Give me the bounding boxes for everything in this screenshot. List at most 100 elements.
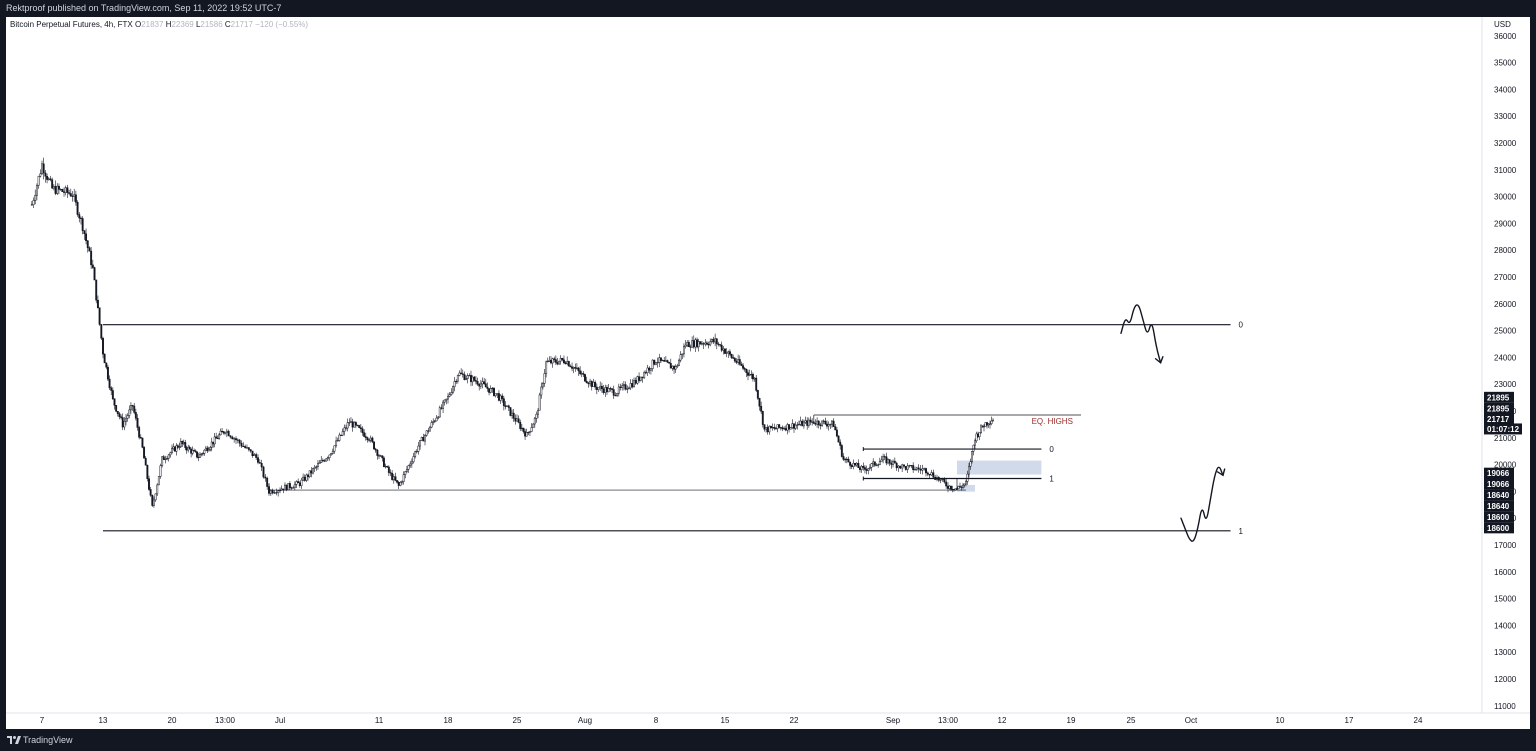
candle [293, 481, 296, 491]
candle [382, 456, 385, 468]
candle [592, 378, 595, 387]
y-tick-label: 13000 [1494, 648, 1517, 657]
candle [737, 354, 740, 366]
candle [666, 359, 669, 364]
candle [877, 463, 880, 468]
candle [361, 426, 364, 436]
candle [579, 366, 582, 376]
candle [379, 454, 382, 457]
candle [207, 446, 210, 452]
candle [66, 184, 69, 199]
candlestick-chart[interactable]: USD1100012000130001400015000160001700018… [6, 17, 1530, 729]
candle [626, 385, 629, 394]
candle [743, 367, 746, 372]
projection-path[interactable] [1180, 466, 1224, 542]
price-tag: 19066 [1484, 467, 1514, 479]
footer-bar: TradingView [0, 729, 1536, 751]
candle [701, 340, 703, 346]
y-tick-label: 35000 [1494, 59, 1517, 68]
candle [44, 170, 47, 183]
chart-area[interactable]: USD1100012000130001400015000160001700018… [6, 17, 1530, 729]
candle [624, 381, 627, 391]
candle [69, 188, 72, 197]
candle [878, 457, 881, 466]
x-tick-label: Jul [275, 716, 285, 725]
candle [266, 476, 269, 490]
candle [499, 394, 502, 404]
svg-text:21895: 21895 [1487, 393, 1510, 402]
candle [697, 338, 700, 352]
candle [225, 428, 228, 438]
candle [934, 474, 937, 481]
candle [821, 420, 823, 428]
candle [587, 381, 590, 388]
candle [273, 490, 276, 494]
demand-zone[interactable] [957, 460, 1042, 475]
candle [992, 418, 994, 422]
candle [63, 187, 65, 197]
level-label: 0 [1239, 321, 1244, 330]
candle [56, 183, 59, 196]
candle [901, 463, 904, 472]
candle [636, 375, 639, 385]
candle [295, 480, 298, 488]
candle [969, 458, 972, 470]
candle [262, 465, 265, 479]
candle [460, 368, 463, 375]
tradingview-logo-icon [7, 736, 21, 744]
candle [473, 375, 476, 382]
candle [545, 360, 548, 378]
candle [156, 483, 159, 497]
candle [707, 341, 710, 349]
candle [90, 246, 93, 270]
y-tick-label: 25000 [1494, 327, 1517, 336]
candle [682, 343, 685, 358]
candle [253, 453, 256, 456]
candle [190, 447, 193, 458]
candle [669, 358, 672, 369]
chart-legend: Bitcoin Perpetual Futures, 4h, FTX O2183… [10, 20, 308, 29]
candle [315, 465, 318, 471]
candle [875, 463, 878, 467]
candle [925, 467, 927, 477]
candle [932, 469, 935, 479]
candle [111, 387, 114, 401]
candle [497, 390, 500, 402]
candle [203, 449, 206, 456]
x-tick-label: 22 [790, 716, 799, 725]
candle [302, 473, 305, 482]
candle [197, 452, 200, 462]
candle [340, 434, 343, 436]
candle [643, 370, 646, 379]
candle [867, 468, 870, 475]
candle [394, 472, 397, 482]
candle [577, 366, 580, 376]
candle [502, 395, 505, 411]
candle [41, 160, 43, 175]
candle [386, 465, 389, 468]
y-tick-label: 32000 [1494, 139, 1517, 148]
candle [391, 470, 394, 481]
candle [809, 416, 812, 426]
x-tick-label: Oct [1185, 716, 1198, 725]
projection-path[interactable] [1120, 304, 1162, 364]
candle [699, 341, 702, 345]
candle [915, 466, 918, 472]
candle [162, 454, 165, 460]
candle [258, 459, 261, 464]
candle [178, 442, 181, 451]
price-tag: 21717 [1484, 413, 1514, 425]
demand-zone[interactable] [957, 484, 975, 492]
candle [479, 379, 482, 390]
y-tick-label: 23000 [1494, 380, 1517, 389]
candle [144, 455, 147, 466]
candle [350, 417, 352, 423]
candle [387, 465, 390, 476]
candle [606, 385, 608, 395]
candle [981, 425, 984, 428]
x-tick-label: 13:00 [215, 716, 236, 725]
candle [468, 373, 471, 377]
candle [443, 399, 446, 406]
candle [864, 465, 866, 474]
candle [229, 435, 232, 439]
